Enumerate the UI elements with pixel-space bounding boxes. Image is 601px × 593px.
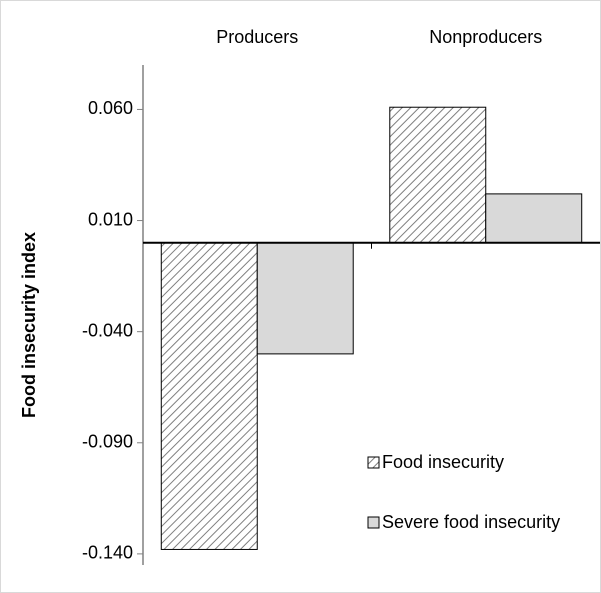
bar <box>389 106 487 244</box>
bar <box>256 242 354 355</box>
y-tick-label: -0.140 <box>82 543 133 563</box>
y-tick-label: 0.060 <box>88 98 133 118</box>
legend-label: Severe food insecurity <box>382 512 560 532</box>
bar <box>160 242 258 550</box>
y-tick-label: -0.090 <box>82 432 133 452</box>
x-tick-label: Nonproducers <box>429 27 542 47</box>
legend-swatch <box>367 516 380 529</box>
y-tick-label: 0.010 <box>88 209 133 229</box>
y-tick-label: -0.040 <box>82 320 133 340</box>
bar <box>485 193 583 244</box>
legend-swatch <box>367 456 380 469</box>
legend-label: Food insecurity <box>382 452 504 472</box>
y-axis-title: Food insecurity index <box>19 232 39 418</box>
x-tick-label: Producers <box>216 27 298 47</box>
